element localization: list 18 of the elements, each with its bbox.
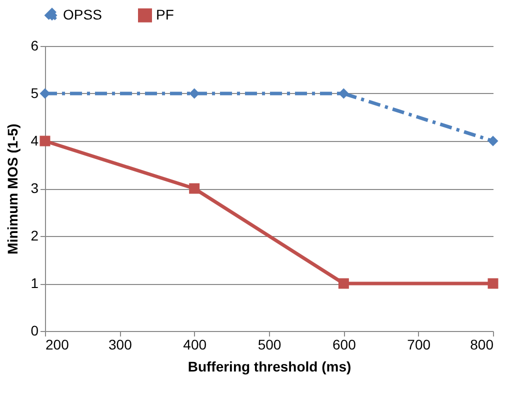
y-tick-label: 0 bbox=[30, 322, 39, 338]
y-tick-label: 5 bbox=[30, 85, 39, 101]
x-axis-title: Buffering threshold (ms) bbox=[188, 358, 352, 374]
x-tick-label: 500 bbox=[258, 336, 282, 352]
legend-label: OPSS bbox=[63, 6, 102, 22]
y-tick-label: 6 bbox=[30, 38, 39, 54]
y-tick-label: 2 bbox=[30, 228, 39, 244]
y-tick-label: 1 bbox=[30, 275, 39, 291]
x-tick-label: 200 bbox=[46, 336, 70, 352]
x-tick-label: 600 bbox=[332, 336, 356, 352]
x-tick-label: 400 bbox=[183, 336, 207, 352]
x-tick-label: 800 bbox=[470, 336, 494, 352]
x-tick-label: 300 bbox=[108, 336, 132, 352]
y-tick-label: 3 bbox=[30, 180, 39, 196]
legend-label: PF bbox=[156, 6, 174, 22]
x-tick-label: 700 bbox=[407, 336, 431, 352]
y-axis-title: Minimum MOS (1-5) bbox=[4, 124, 21, 254]
y-tick-label: 4 bbox=[30, 132, 39, 148]
